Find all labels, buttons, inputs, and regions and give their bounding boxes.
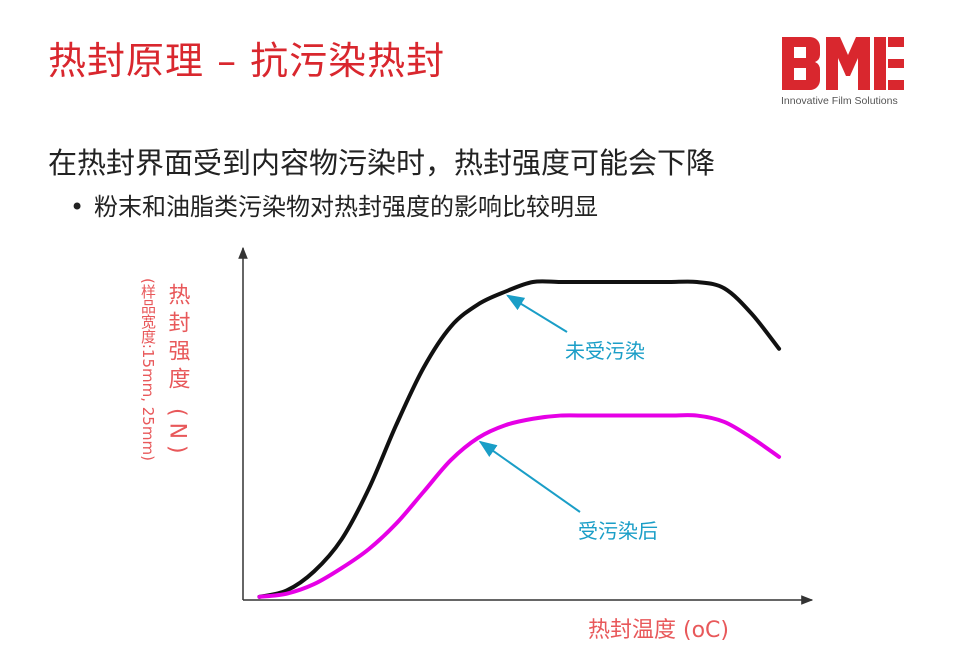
annotation-label-1: 未受污染: [565, 339, 645, 363]
annotation-arrow-2: [478, 440, 581, 513]
y-axis-note: (样品宽度:15mm, 25mm): [139, 278, 157, 461]
series-line-1: [257, 279, 782, 599]
series-line-2: [257, 413, 782, 599]
bullet-icon: •: [70, 193, 85, 221]
headline: 在热封界面受到内容物污染时，热封强度可能会下降: [48, 146, 716, 180]
bullet-item: • 粉末和油脂类污染物对热封强度的影响比较明显: [70, 187, 598, 222]
annotation-label-2: 受污染后: [578, 519, 658, 543]
slide-title: 热封原理 – 抗污染热封: [48, 39, 446, 83]
annotation-arrow-1: [506, 294, 568, 333]
bmi-logo: [782, 37, 904, 90]
logo-tagline: Innovative Film Solutions: [781, 95, 898, 107]
series-layer: [257, 279, 782, 599]
bullet-text: 粉末和油脂类污染物对热封强度的影响比较明显: [94, 193, 598, 221]
y-axis-label: 热封强度 (N): [165, 283, 191, 460]
x-axis-label: 热封温度 (oC): [588, 618, 729, 643]
